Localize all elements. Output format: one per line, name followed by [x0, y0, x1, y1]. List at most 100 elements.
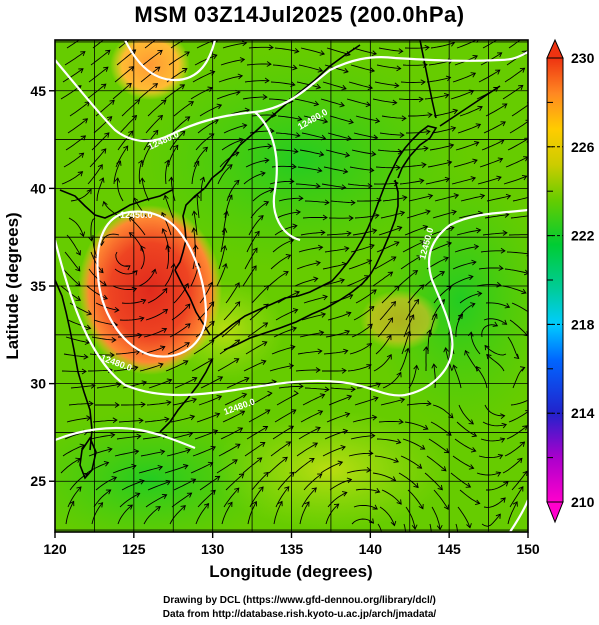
streamline	[464, 350, 479, 372]
colorbar-tick-label: 222	[571, 228, 595, 244]
streamline	[355, 115, 380, 122]
streamline-arrowhead	[386, 334, 392, 341]
streamline	[96, 177, 104, 202]
streamline	[96, 383, 121, 389]
streamline-arrowhead	[182, 68, 188, 74]
streamline	[166, 449, 191, 457]
streamline	[119, 493, 140, 508]
streamline-arrowhead	[313, 100, 320, 107]
streamline	[406, 403, 431, 406]
wind-streamlines	[60, 34, 533, 548]
streamline-arrowhead	[522, 470, 528, 477]
streamline-arrowhead	[450, 126, 457, 132]
streamline-arrowhead	[227, 194, 233, 200]
streamline	[69, 101, 90, 117]
streamline-arrowhead	[235, 443, 241, 449]
streamline-arrowhead	[298, 195, 304, 202]
streamline	[147, 480, 171, 491]
streamline	[200, 376, 223, 389]
streamline-arrowhead	[101, 83, 107, 89]
streamline-arrowhead	[244, 376, 250, 383]
streamline-arrowhead	[110, 432, 116, 439]
coast-japan-main	[211, 167, 394, 341]
colorbar-tick-label: 230	[571, 50, 595, 66]
streamline	[197, 489, 216, 508]
streamline	[330, 200, 355, 204]
streamline	[168, 51, 190, 66]
streamline-arrowhead	[366, 259, 373, 265]
streamline-arrowhead	[262, 94, 268, 100]
streamline	[511, 471, 528, 491]
streamline-arrowhead	[443, 92, 450, 99]
streamline-arrowhead	[258, 215, 264, 221]
streamline-arrowhead	[517, 457, 523, 464]
streamline-arrowhead	[525, 119, 528, 125]
streamline-arrowhead	[134, 99, 141, 105]
contour-mid	[254, 111, 301, 242]
streamline-arrowhead	[180, 130, 186, 136]
contour-north	[55, 51, 528, 143]
streamline-arrowhead	[88, 400, 94, 407]
streamline-arrowhead	[318, 151, 325, 157]
colorbar-tick-label: 214	[571, 405, 595, 421]
streamline	[378, 47, 403, 52]
streamline	[61, 171, 83, 185]
streamline	[504, 67, 525, 83]
streamline	[375, 166, 401, 169]
streamline-arrowhead	[123, 145, 129, 151]
x-tick-label: 125	[122, 541, 146, 557]
streamline	[68, 403, 93, 406]
streamline-arrowhead	[194, 160, 200, 166]
x-tick-label: 120	[43, 541, 67, 557]
streamline-arrowhead	[398, 418, 404, 425]
streamline-arrowhead	[128, 216, 134, 222]
streamline	[403, 523, 406, 532]
streamline	[478, 454, 503, 459]
streamline	[95, 476, 117, 491]
coast-japan-pacific	[223, 179, 399, 351]
streamline-arrowhead	[210, 445, 216, 452]
streamline	[353, 132, 378, 139]
streamline-arrowhead	[476, 40, 479, 43]
streamline-arrowhead	[187, 35, 192, 39]
streamline-arrowhead	[157, 114, 164, 121]
coast-hokkaido	[392, 125, 438, 179]
streamline	[294, 98, 319, 105]
streamline-arrowhead	[265, 409, 271, 415]
streamline	[64, 51, 86, 66]
streamline	[398, 98, 424, 101]
streamline-arrowhead	[387, 271, 394, 277]
y-tick-label: 25	[30, 473, 46, 489]
streamline-arrowhead	[234, 487, 240, 493]
streamline	[300, 47, 325, 55]
streamline-arrowhead	[457, 313, 464, 320]
streamline-arrowhead	[413, 482, 419, 489]
streamline	[406, 210, 431, 219]
streamline	[65, 135, 86, 151]
streamline	[170, 177, 176, 202]
streamline-arrowhead	[185, 323, 191, 329]
streamline	[164, 464, 188, 474]
streamline-arrowhead	[412, 270, 419, 276]
streamline-arrowhead	[420, 79, 426, 86]
streamline-arrowhead	[505, 193, 512, 200]
streamline	[428, 242, 452, 253]
streamline	[404, 421, 428, 430]
streamline-arrowhead	[160, 34, 165, 38]
streamline-arrowhead	[284, 486, 290, 492]
streamline-arrowhead	[90, 383, 96, 389]
streamline	[408, 114, 432, 117]
streamline	[502, 85, 524, 100]
streamline-arrowhead	[267, 143, 273, 150]
streamline-arrowhead	[160, 345, 166, 351]
streamline	[270, 441, 291, 457]
streamline	[299, 501, 310, 525]
streamline-arrowhead	[191, 376, 198, 383]
streamline	[401, 164, 426, 168]
streamline-arrowhead	[139, 177, 146, 183]
streamline-arrowhead	[395, 438, 402, 445]
streamline-arrowhead	[170, 263, 177, 269]
streamline-arrowhead	[429, 543, 434, 548]
streamline-arrowhead	[529, 232, 533, 237]
streamline	[457, 506, 471, 528]
